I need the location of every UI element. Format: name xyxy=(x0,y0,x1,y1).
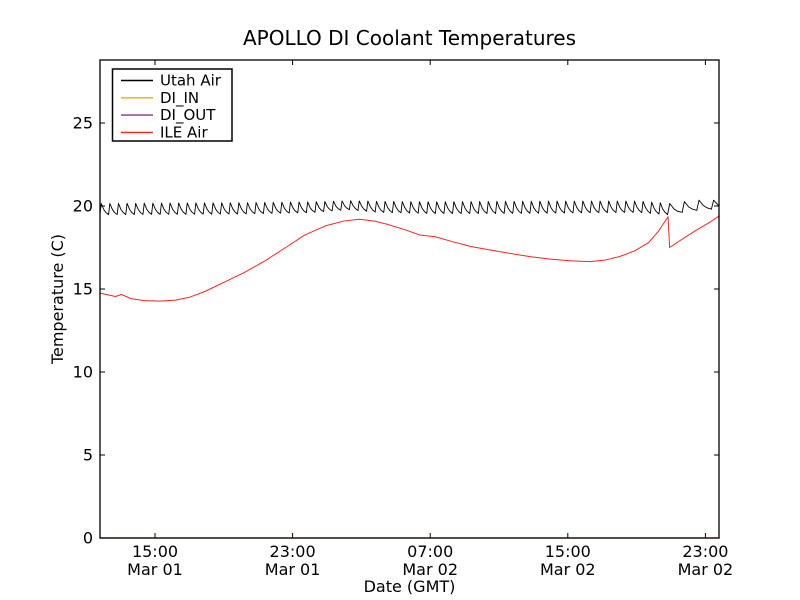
plot-frame xyxy=(99,59,720,539)
y-tick-label: 10 xyxy=(73,363,93,382)
x-tick-time-label: 15:00 xyxy=(545,542,591,561)
series-utah-air-line xyxy=(99,199,720,216)
series-ile-air-line xyxy=(99,215,720,302)
y-axis-label: Temperature (C) xyxy=(48,234,67,365)
y-tick-label: 15 xyxy=(73,280,93,299)
legend-entry-label: DI_IN xyxy=(160,89,199,108)
y-tick-label: 5 xyxy=(83,446,93,465)
legend-entry-label: ILE Air xyxy=(160,123,208,141)
legend-entry-label: DI_OUT xyxy=(160,106,216,125)
x-tick-time-label: 23:00 xyxy=(682,542,728,561)
x-tick-date-label: Mar 01 xyxy=(265,560,321,579)
chart-title: APOLLO DI Coolant Temperatures xyxy=(243,26,576,50)
x-tick-time-label: 23:00 xyxy=(270,542,316,561)
legend-entry-label: Utah Air xyxy=(160,72,222,90)
x-tick-date-label: Mar 01 xyxy=(127,560,183,579)
x-tick-time-label: 15:00 xyxy=(132,542,178,561)
y-tick-label: 25 xyxy=(73,114,93,133)
y-tick-label: 20 xyxy=(73,197,93,216)
x-tick-date-label: Mar 02 xyxy=(678,560,734,579)
x-tick-date-label: Mar 02 xyxy=(402,560,458,579)
x-tick-date-label: Mar 02 xyxy=(540,560,596,579)
x-axis-label: Date (GMT) xyxy=(364,577,456,596)
y-tick-label: 0 xyxy=(83,529,93,548)
x-tick-time-label: 07:00 xyxy=(407,542,453,561)
